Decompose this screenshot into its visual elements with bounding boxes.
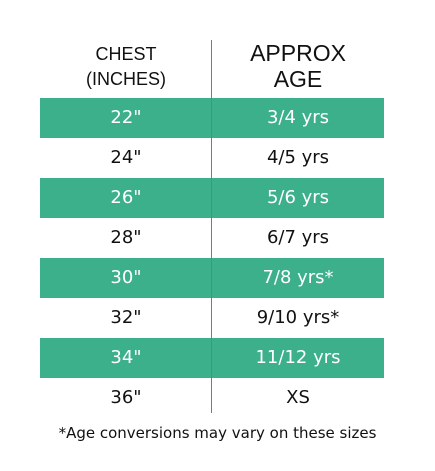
chest-column-header: CHEST (INCHES): [40, 42, 212, 92]
chest-cell: 34": [110, 347, 142, 368]
table-row: 32" 9/10 yrs*: [40, 298, 384, 338]
table-body: 22" 3/4 yrs 24" 4/5 yrs 26" 5/6 yrs 28" …: [40, 98, 384, 418]
table-row: 24" 4/5 yrs: [40, 138, 384, 178]
chest-cell: 32": [110, 307, 142, 328]
age-header-line1: APPROX: [250, 40, 346, 66]
table-header: CHEST (INCHES) APPROX AGE: [40, 40, 384, 98]
footnote: *Age conversions may vary on these sizes: [58, 424, 377, 442]
table-row: 26" 5/6 yrs: [40, 178, 384, 218]
age-cell: 5/6 yrs: [266, 187, 330, 208]
table-row: 34" 11/12 yrs: [40, 338, 384, 378]
chest-cell: 26": [110, 187, 142, 208]
age-cell: 11/12 yrs: [255, 347, 341, 368]
table-row: 28" 6/7 yrs: [40, 218, 384, 258]
table-row: 30" 7/8 yrs*: [40, 258, 384, 298]
age-cell: 4/5 yrs: [266, 147, 330, 168]
column-divider: [211, 40, 212, 413]
chest-cell: 28": [110, 227, 142, 248]
size-chart-table: CHEST (INCHES) APPROX AGE 22" 3/4 yrs 24…: [40, 40, 384, 413]
chest-cell: 30": [110, 267, 142, 288]
age-cell: XS: [286, 387, 310, 408]
table-row: 22" 3/4 yrs: [40, 98, 384, 138]
age-cell: 3/4 yrs: [266, 107, 330, 128]
chest-cell: 36": [110, 387, 142, 408]
age-cell: 6/7 yrs: [266, 227, 330, 248]
age-cell: 9/10 yrs*: [256, 307, 340, 328]
table-row: 36" XS: [40, 378, 384, 418]
chest-cell: 24": [110, 147, 142, 168]
age-column-header: APPROX AGE: [212, 40, 384, 92]
age-cell: 7/8 yrs*: [262, 267, 334, 288]
chest-header-line2: (INCHES): [86, 69, 166, 89]
age-header-line2: AGE: [273, 66, 323, 92]
chest-header-line1: CHEST: [95, 44, 157, 64]
chest-cell: 22": [110, 107, 142, 128]
